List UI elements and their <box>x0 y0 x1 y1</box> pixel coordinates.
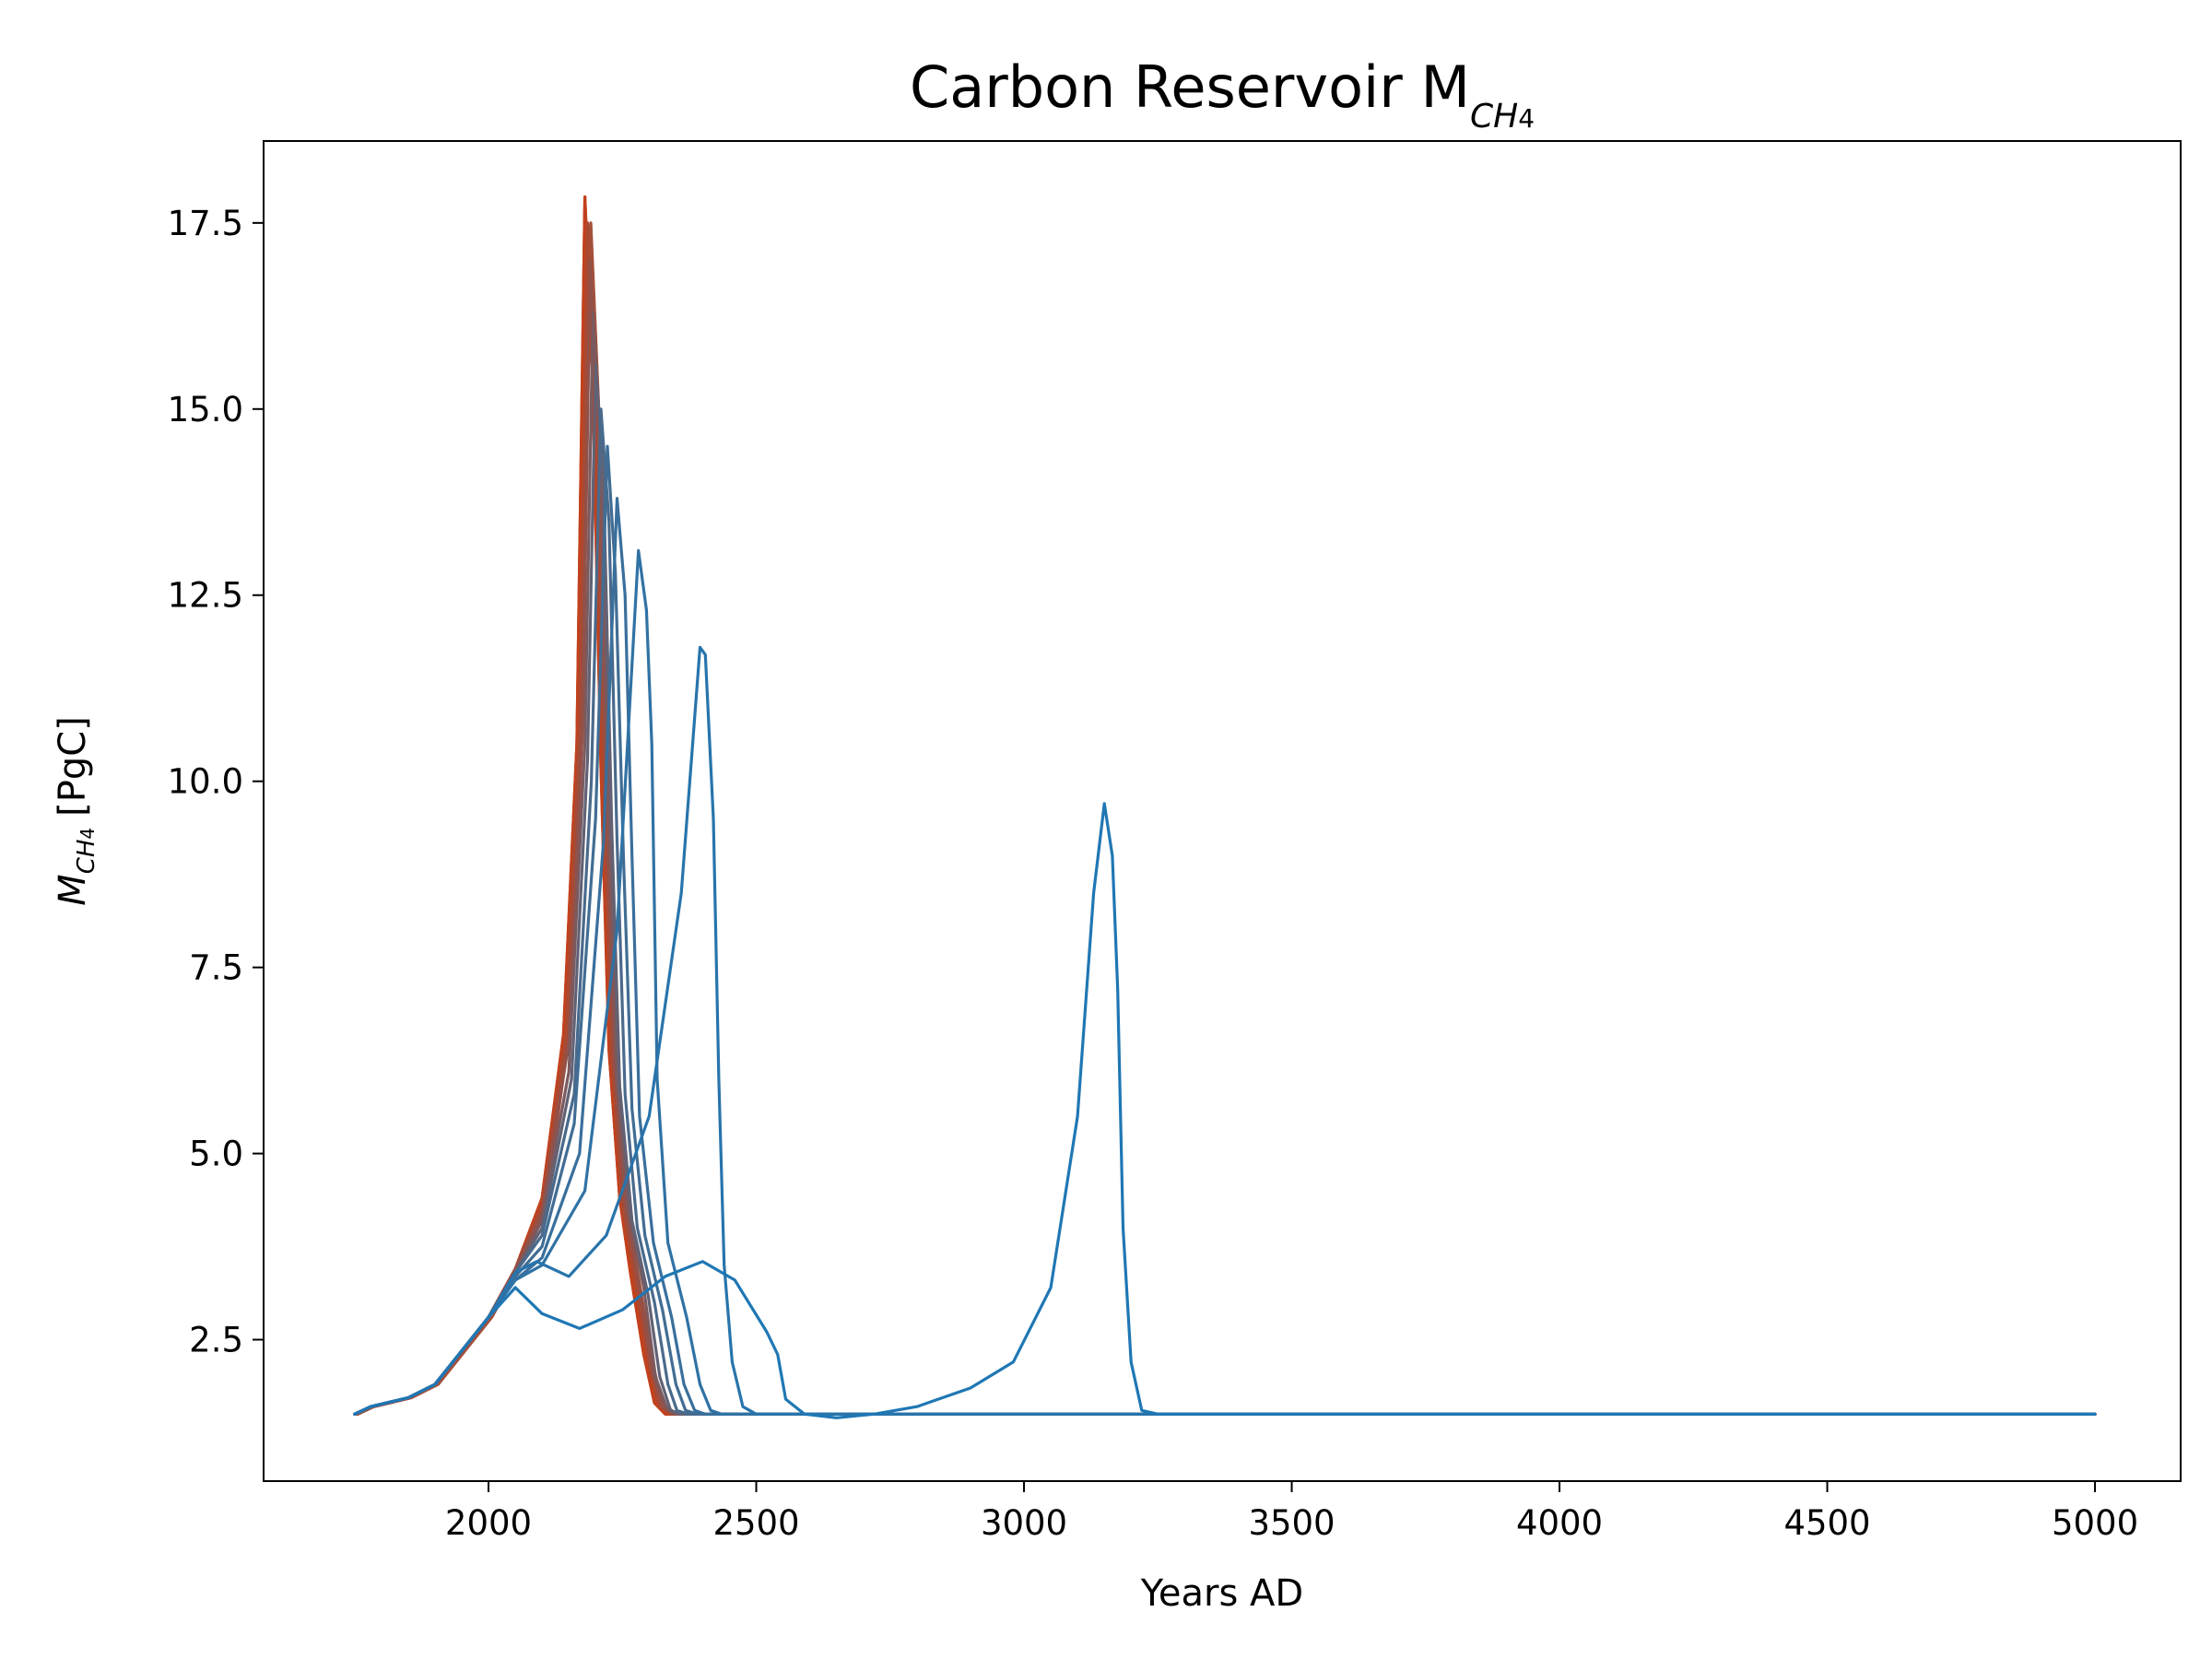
x-tick-label: 3500 <box>1248 1503 1335 1543</box>
ensemble-line <box>356 226 2097 1416</box>
y-tick-label: 17.5 <box>168 204 243 243</box>
ensemble-line <box>356 222 2097 1416</box>
x-tick-label: 4000 <box>1516 1503 1603 1543</box>
x-tick-label: 4500 <box>1783 1503 1870 1543</box>
y-tick-label: 15.0 <box>168 390 243 429</box>
plot-frame <box>263 140 2182 1482</box>
x-tick-label: 2000 <box>445 1503 532 1543</box>
y-tick-label: 7.5 <box>189 948 243 988</box>
y-tick-label: 12.5 <box>168 576 243 616</box>
series-line <box>353 311 2097 1416</box>
ensemble-line <box>356 224 2097 1416</box>
series-line <box>353 802 2097 1419</box>
y-axis-label: MCH4[PgC] <box>52 716 100 906</box>
y-tick-label: 10.0 <box>168 762 243 802</box>
x-axis-label: Years AD <box>1140 1572 1303 1615</box>
y-axis-ticks: 2.5 5.0 7.5 10.0 12.5 15.0 17.5 <box>168 204 264 1360</box>
x-tick-label: 2500 <box>712 1503 799 1543</box>
y-tick-label: 5.0 <box>189 1135 243 1174</box>
x-axis-ticks: 2000 2500 3000 3500 4000 4500 5000 <box>445 1481 2138 1543</box>
x-tick-label: 3000 <box>981 1503 1067 1543</box>
y-tick-label: 2.5 <box>189 1321 243 1360</box>
series-group <box>353 195 2097 1419</box>
x-tick-label: 5000 <box>2052 1503 2138 1543</box>
chart-title: Carbon Reservoir MCH4 <box>910 53 1535 135</box>
ensemble-line <box>356 221 2097 1416</box>
